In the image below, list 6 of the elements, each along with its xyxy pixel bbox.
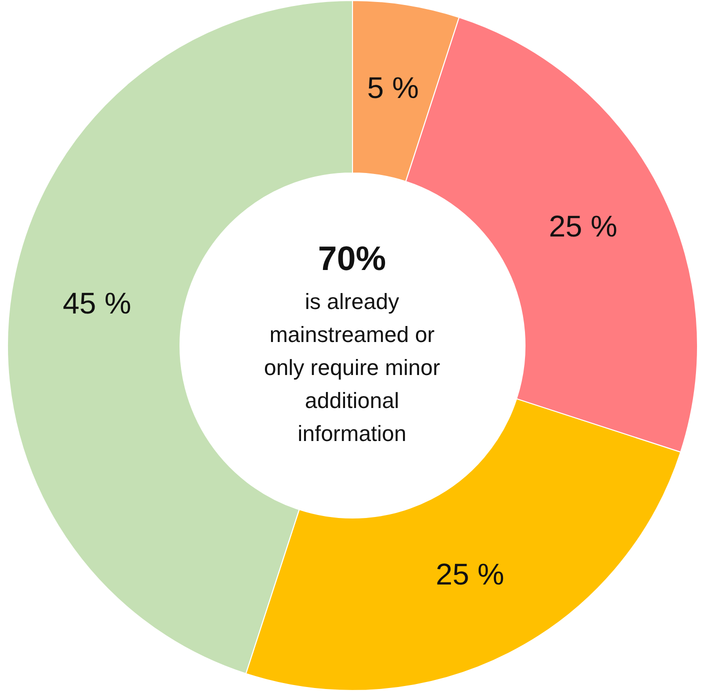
data-label: 25 % — [548, 210, 618, 244]
data-label: 45 % — [62, 287, 132, 320]
text: is already mainstreamed or only require minor additional information — [262, 288, 442, 448]
data-label: 25 % — [436, 558, 504, 592]
data-label: 5 % — [367, 72, 419, 106]
text: 70% — [316, 240, 388, 279]
